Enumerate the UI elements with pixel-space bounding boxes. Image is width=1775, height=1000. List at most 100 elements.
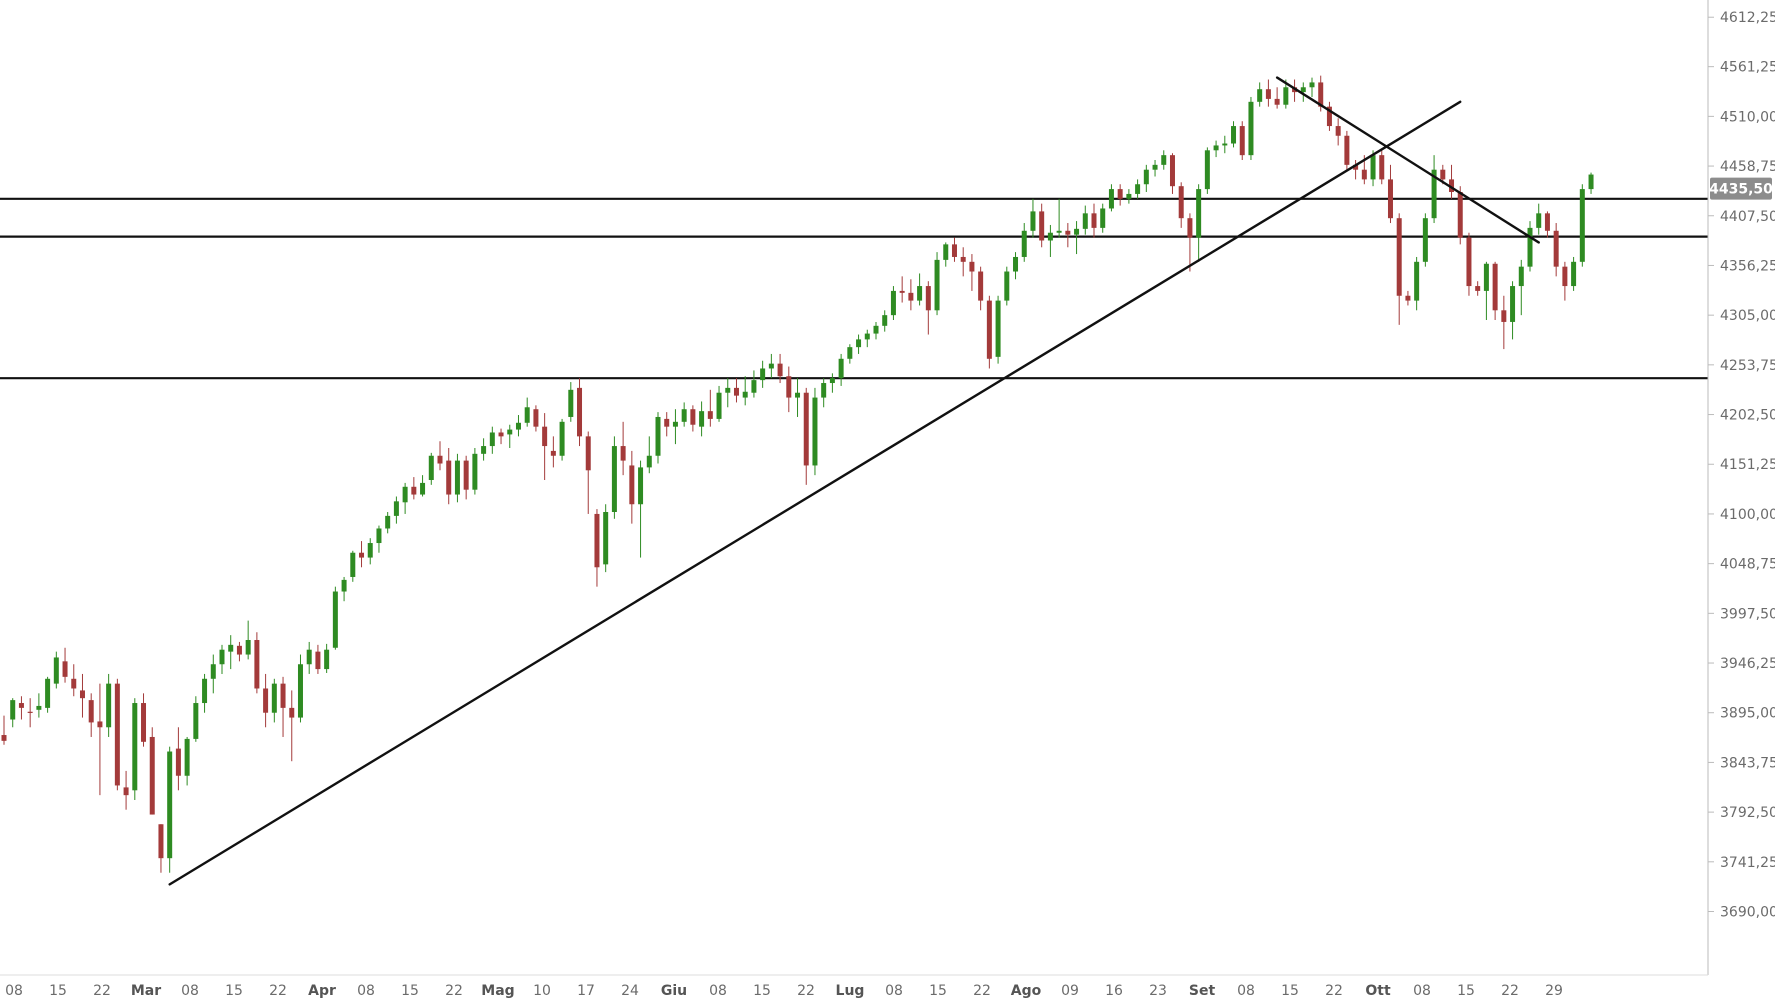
candle-body	[1483, 263, 1489, 291]
candle-135	[1178, 182, 1184, 228]
candle-body	[454, 460, 460, 495]
candle-103	[899, 276, 905, 303]
candle-102	[890, 286, 896, 320]
candle-body	[463, 460, 469, 490]
candle-body	[53, 657, 59, 684]
candle-172	[1501, 295, 1507, 350]
x-tick-label: 22	[1501, 983, 1519, 999]
candle-body	[1396, 218, 1402, 296]
x-tick-label: 22	[445, 983, 463, 999]
candle-body	[1265, 89, 1271, 99]
candle-body	[716, 392, 722, 419]
candle-76	[664, 412, 670, 437]
candle-body	[1300, 87, 1306, 93]
candle-80	[699, 401, 705, 437]
candle-body	[132, 703, 138, 791]
candle-44	[385, 512, 391, 534]
candle-121	[1056, 198, 1062, 238]
y-tick-label: 3946,25	[1720, 656, 1775, 672]
y-tick-label: 4407,50	[1720, 209, 1775, 225]
x-tick-label: 08	[357, 983, 375, 999]
x-tick-label: 15	[225, 983, 243, 999]
candle-138	[1204, 147, 1210, 194]
candle-body	[202, 678, 208, 704]
candle-131	[1143, 164, 1149, 192]
candle-104	[908, 279, 914, 311]
candle-body	[882, 315, 888, 326]
x-tick-label: 23	[1149, 983, 1167, 999]
candle-body	[934, 259, 940, 311]
x-tick-label: 17	[577, 983, 595, 999]
candle-body	[515, 422, 521, 430]
x-month-label: Lug	[836, 983, 865, 999]
candle-57	[498, 428, 504, 445]
candle-70	[611, 436, 617, 519]
candle-body	[1536, 213, 1542, 228]
y-axis: 4612,25 4561,25 4510,00 4458,75 4407,50 4356,…	[1707, 0, 1775, 975]
y-tick-label: 3895,00	[1720, 706, 1775, 722]
y-tick-label: 4305,00	[1720, 308, 1775, 324]
y-tick-label: 4356,25	[1720, 258, 1775, 274]
candle-114	[995, 295, 1001, 364]
candle-155	[1353, 160, 1359, 180]
candle-72	[629, 450, 635, 524]
candle-42	[367, 538, 373, 565]
candle-body	[760, 368, 766, 381]
candle-body	[10, 700, 16, 720]
candle-160	[1396, 213, 1402, 325]
candle-43	[376, 525, 382, 553]
candle-149	[1300, 82, 1306, 102]
candle-167	[1457, 186, 1463, 245]
candle-110	[960, 247, 966, 277]
candle-body	[768, 363, 774, 369]
candle-body	[1379, 155, 1385, 180]
candle-body	[655, 416, 661, 456]
candle-52	[454, 453, 460, 503]
candle-159	[1387, 164, 1393, 224]
candle-51	[446, 448, 452, 505]
candle-100	[873, 321, 879, 340]
candle-body	[306, 649, 312, 665]
candle-143	[1248, 96, 1254, 160]
x-tick-label: 08	[1237, 983, 1255, 999]
x-tick-label: 08	[1413, 983, 1431, 999]
x-tick-label: 09	[1061, 983, 1079, 999]
candle-body	[611, 446, 617, 512]
trendlines	[168, 76, 1540, 886]
candle-body	[489, 432, 495, 447]
candle-1	[10, 698, 16, 728]
candle-body	[577, 387, 583, 437]
candle-38	[332, 586, 338, 650]
x-tick-label: 29	[1545, 983, 1563, 999]
candle-108	[943, 242, 949, 267]
candle-145	[1265, 79, 1271, 107]
candle-31	[271, 678, 277, 723]
candle-body	[1457, 192, 1463, 238]
candle-body	[315, 651, 321, 670]
candle-101	[882, 310, 888, 332]
y-tick-label: 4151,25	[1720, 457, 1775, 473]
candle-body	[1431, 169, 1437, 219]
candle-body	[603, 512, 609, 565]
candle-69	[603, 504, 609, 573]
x-tick-label: 16	[1105, 983, 1123, 999]
candle-17	[149, 727, 155, 815]
candle-body	[1187, 218, 1193, 238]
y-tick-label: 4100,00	[1720, 507, 1775, 523]
x-tick-label: 15	[929, 983, 947, 999]
candle-body	[263, 688, 269, 713]
candle-body	[402, 486, 408, 503]
candle-129	[1126, 189, 1132, 204]
candle-body	[1492, 263, 1498, 311]
candle-body	[856, 339, 862, 348]
candle-9	[79, 673, 85, 718]
y-tick-label: 3997,50	[1720, 606, 1775, 622]
candle-body	[359, 552, 365, 558]
candle-body	[542, 426, 548, 447]
x-tick-label: 22	[1325, 983, 1343, 999]
candle-134	[1169, 153, 1175, 194]
candle-body	[393, 501, 399, 516]
candle-115	[1004, 266, 1010, 306]
candle-90	[786, 366, 792, 413]
candle-body	[1318, 82, 1324, 107]
